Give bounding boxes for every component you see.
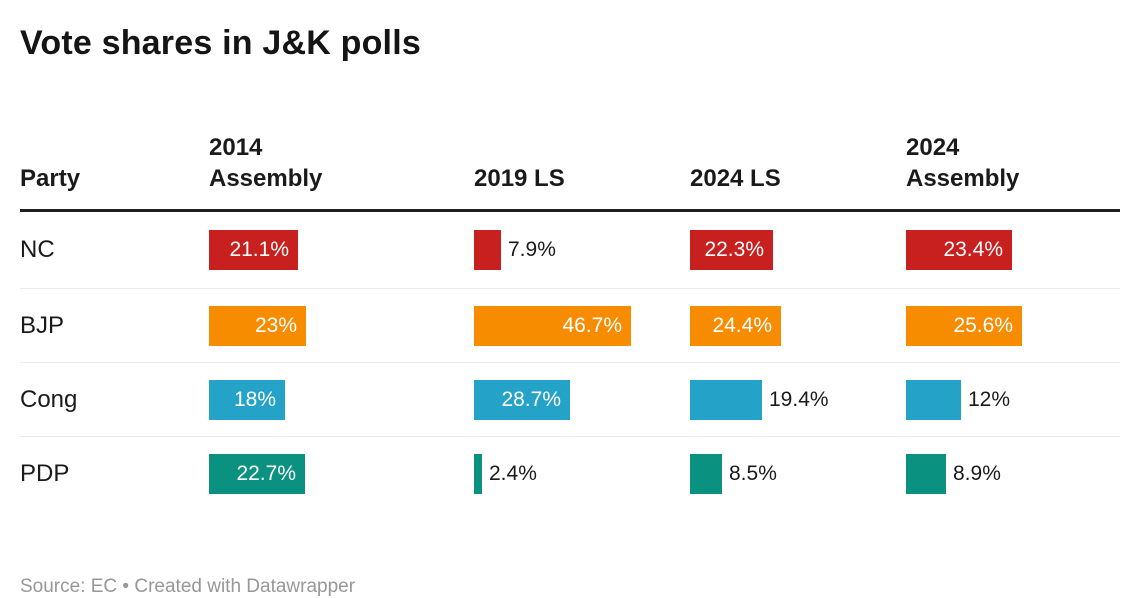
chart-title: Vote shares in J&K polls <box>20 24 421 62</box>
bar-value-label: 8.9% <box>953 462 1001 486</box>
table-header-row: Party 2014 Assembly 2019 LS 2024 LS 2024… <box>20 63 1120 213</box>
bar-cell: 22.3% <box>690 230 906 271</box>
bar: 25.6% <box>906 305 1022 346</box>
datawrapper-table-chart: Vote shares in J&K polls Party 2014 Asse… <box>0 24 1140 598</box>
column-header-2024-ls: 2024 LS <box>690 164 781 192</box>
bar: 46.7% <box>474 305 631 346</box>
bar-cell: 25.6% <box>906 305 1120 346</box>
party-label: BJP <box>20 311 65 339</box>
bar-cell: 23.4% <box>906 230 1120 271</box>
bar <box>474 454 482 495</box>
bar <box>906 454 946 495</box>
bar-cell: 12% <box>906 379 1120 420</box>
table-row: Cong 18% 28.7% 19.4% 12% <box>20 363 1120 438</box>
bar-value-label: 23% <box>254 313 297 337</box>
bar-value-label: 28.7% <box>501 387 561 411</box>
bar-value-label: 19.4% <box>769 387 829 411</box>
table-row: PDP 22.7% 2.4% 8.5% 8.9% <box>20 437 1120 511</box>
bar-cell: 18% <box>209 379 474 420</box>
column-header-2024-assembly: 2024 Assembly <box>906 133 1020 192</box>
bar-cell: 28.7% <box>474 379 690 420</box>
bar-cell: 46.7% <box>474 305 690 346</box>
bar-cell: 24.4% <box>690 305 906 346</box>
source-attribution: Source: EC • Created with Datawrapper <box>20 576 356 597</box>
bar-value-label: 22.3% <box>704 238 764 262</box>
party-label: Cong <box>20 385 78 413</box>
bar-value-label: 2.4% <box>489 462 537 486</box>
bar-value-label: 8.5% <box>729 462 777 486</box>
bar-value-label: 46.7% <box>562 313 622 337</box>
party-label: NC <box>20 236 55 264</box>
bar-value-label: 7.9% <box>508 238 556 262</box>
bar <box>906 379 961 420</box>
bar-cell: 21.1% <box>209 230 474 271</box>
bar-cell: 8.9% <box>906 454 1120 495</box>
column-header-2014-assembly: 2014 Assembly <box>209 133 323 192</box>
bar-cell: 23% <box>209 305 474 346</box>
bar <box>690 379 762 420</box>
bar: 24.4% <box>690 305 781 346</box>
bar: 28.7% <box>474 379 570 420</box>
bar-value-label: 12% <box>968 387 1011 411</box>
column-header-party: Party <box>20 164 81 192</box>
table-rows: NC 21.1% 7.9% 22.3% 23.4% BJP 23% <box>20 212 1120 511</box>
table-row: BJP 23% 46.7% 24.4% 25.6% <box>20 289 1120 364</box>
bar-value-label: 23.4% <box>943 238 1003 262</box>
bar-cell: 8.5% <box>690 454 906 495</box>
bar: 23.4% <box>906 230 1012 271</box>
bar-value-label: 18% <box>233 387 276 411</box>
column-header-2019-ls: 2019 LS <box>474 164 565 192</box>
bar <box>690 454 722 495</box>
bar-value-label: 24.4% <box>712 313 772 337</box>
bar: 21.1% <box>209 230 298 271</box>
bar: 22.3% <box>690 230 773 271</box>
bar: 18% <box>209 379 285 420</box>
bar-cell: 2.4% <box>474 454 690 495</box>
bar-cell: 7.9% <box>474 230 690 271</box>
bar-value-label: 22.7% <box>236 462 296 486</box>
bar: 22.7% <box>209 454 305 495</box>
bar-cell: 22.7% <box>209 454 474 495</box>
bar <box>474 230 501 271</box>
bar-value-label: 21.1% <box>229 238 289 262</box>
table-row: NC 21.1% 7.9% 22.3% 23.4% <box>20 212 1120 290</box>
bar: 23% <box>209 305 306 346</box>
bar-cell: 19.4% <box>690 379 906 420</box>
bar-value-label: 25.6% <box>953 313 1013 337</box>
party-label: PDP <box>20 460 70 488</box>
